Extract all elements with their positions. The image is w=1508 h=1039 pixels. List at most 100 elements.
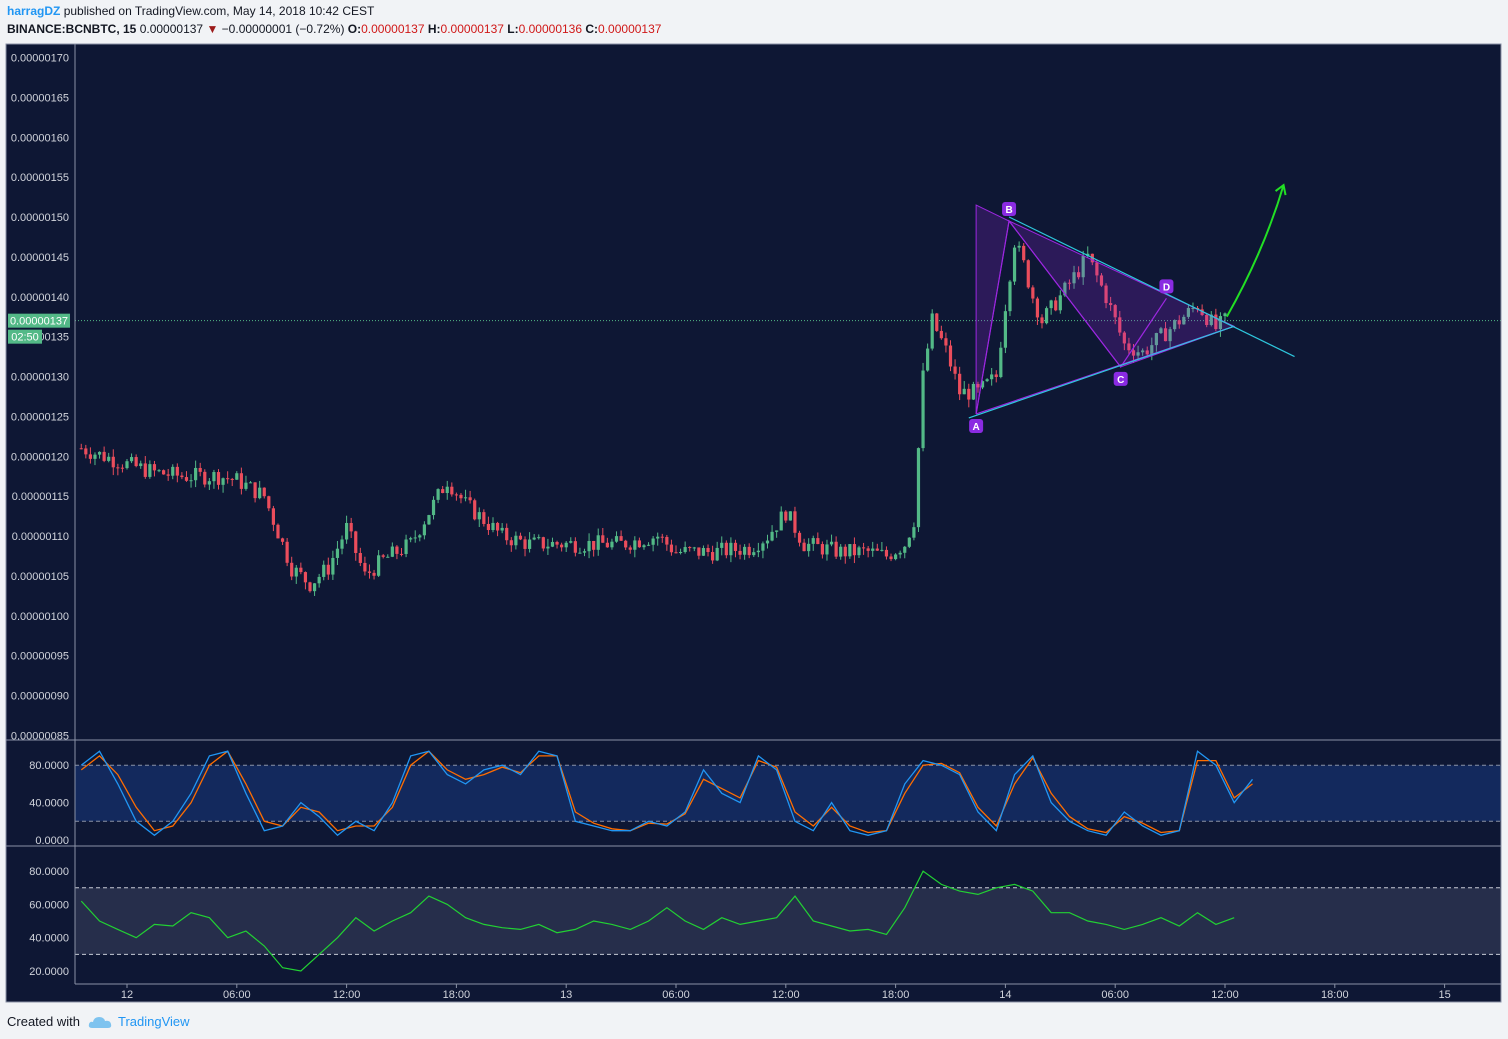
candle-body (253, 482, 257, 499)
candle-body (1067, 282, 1072, 284)
candle-body (1136, 352, 1140, 356)
pattern-point-badge (1002, 201, 1017, 216)
candle-body (1035, 298, 1040, 318)
candle-body (125, 461, 129, 469)
candle-body (1163, 328, 1168, 342)
candle-body (1049, 300, 1053, 309)
time-tick-label: 13 (560, 989, 572, 1001)
candle-body (921, 370, 925, 449)
candle-body (216, 472, 221, 485)
candle-body (477, 512, 481, 520)
candle-body (683, 547, 687, 553)
price-tick-label: 0.00000160 (11, 132, 69, 144)
candle-body (569, 541, 573, 543)
candle-body (454, 494, 458, 496)
candle-body (102, 451, 106, 461)
candle-body (889, 556, 893, 560)
candle-body (335, 548, 340, 558)
candle-body (912, 527, 916, 538)
candle-body (166, 474, 170, 476)
candle-body (871, 548, 875, 551)
low-label: L: (507, 22, 519, 36)
candle-body (354, 531, 358, 553)
candle-body (999, 347, 1003, 378)
price-tick-label: 0.00000120 (11, 451, 69, 463)
candle-body (857, 547, 861, 556)
candle-body (491, 522, 495, 531)
price-tick-label: 0.00000125 (11, 411, 69, 423)
candle-body (880, 549, 884, 551)
candle-body (660, 536, 664, 538)
candle-body (198, 467, 202, 472)
candle-body (248, 482, 253, 484)
rsi-tick-label: 80.0000 (29, 866, 69, 878)
candle-body (761, 543, 765, 551)
time-tick-label: 12 (121, 989, 133, 1001)
candle-body (624, 540, 628, 548)
candle-body (518, 535, 523, 540)
author-link[interactable]: harragDZ (7, 4, 61, 18)
candle-body (500, 527, 504, 531)
candle-body (175, 466, 179, 476)
published-text: published on TradingView.com, May 14, 20… (63, 4, 375, 18)
candle-body (729, 542, 733, 556)
candle-body (1077, 272, 1081, 278)
candle-body (514, 535, 518, 546)
tradingview-brand-link[interactable]: TradingView (117, 1014, 190, 1029)
candle-body (592, 540, 596, 550)
candle-body (674, 552, 678, 554)
price-tick-label: 0.00000130 (11, 372, 69, 384)
candle-body (720, 542, 724, 548)
candle-body (413, 537, 417, 539)
time-tick-label: 06:00 (662, 989, 690, 1001)
candle-body (807, 543, 811, 552)
price-tick-label: 0.00000085 (11, 730, 69, 742)
candle-body (1017, 245, 1021, 248)
countdown-label: 02:50 (11, 332, 39, 344)
candle-body (793, 511, 797, 533)
candle-body (1154, 333, 1158, 346)
price-tick-label: 0.00000105 (11, 571, 69, 583)
candle-body (148, 464, 152, 477)
candle-body (258, 487, 262, 499)
candle-body (898, 552, 902, 555)
candle-body (610, 541, 614, 548)
candle-body (1205, 314, 1209, 325)
candle-body (1022, 245, 1026, 261)
candle-body (903, 546, 907, 553)
time-tick-label: 12:00 (333, 989, 361, 1001)
candle-body (775, 530, 779, 532)
candle-body (189, 480, 193, 482)
chart-frame (5, 43, 1502, 1003)
candle-body (1031, 287, 1035, 299)
candle-body (619, 536, 623, 541)
candle-body (79, 448, 83, 450)
candle-body (665, 536, 669, 545)
current-price-label: 0.00000137 (10, 316, 68, 328)
pattern-point-badge (969, 418, 984, 433)
candle-body (1081, 255, 1085, 278)
candle-body (1159, 328, 1163, 334)
candle-body (162, 470, 166, 475)
projection-arrow (1225, 184, 1285, 318)
candle-body (1141, 350, 1145, 353)
candle-body (486, 523, 491, 531)
candle-body (271, 508, 275, 525)
candle-body (299, 567, 303, 573)
ohlc-legend: BINANCE:BCNBTC, 15 0.00000137 ▼ −0.00000… (7, 22, 661, 36)
candle-body (345, 522, 349, 540)
candle-body (688, 547, 692, 549)
candle-body (358, 552, 362, 563)
publish-info: harragDZ published on TradingView.com, M… (7, 4, 374, 18)
candle-body (244, 482, 248, 489)
candle-body (152, 464, 157, 471)
candle-body (884, 549, 889, 557)
candle-body (537, 537, 541, 539)
candle-body (395, 546, 399, 554)
candle-body (418, 535, 422, 538)
candle-body (802, 542, 806, 552)
candle-body (116, 467, 120, 469)
candle-body (139, 463, 143, 467)
candle-body (1186, 308, 1190, 317)
